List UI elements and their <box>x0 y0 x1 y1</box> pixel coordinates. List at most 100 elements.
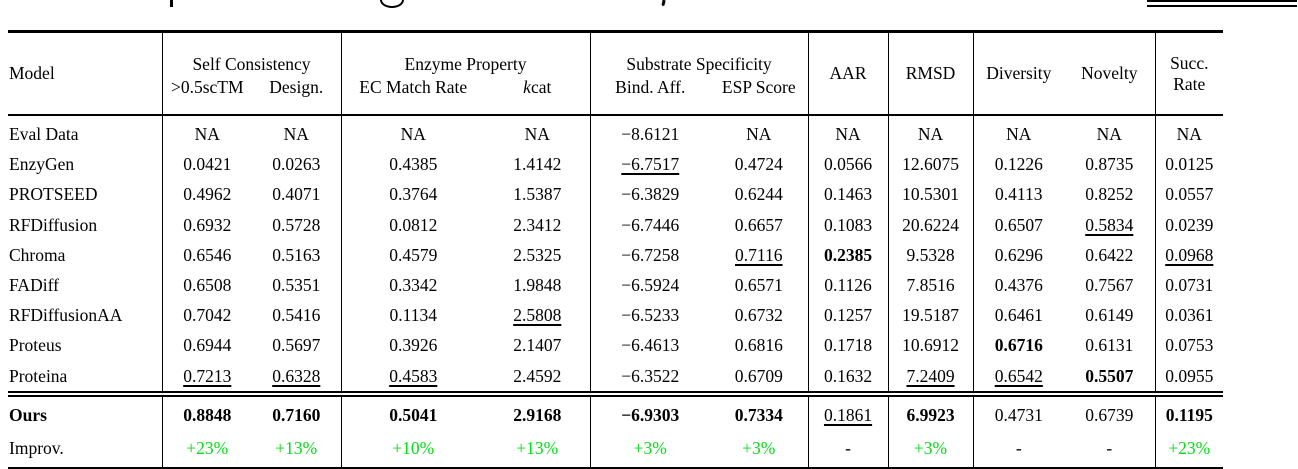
value-cell: −6.5233 <box>589 300 711 331</box>
value-cell: 0.0421 <box>161 149 252 180</box>
caption-fragment-descender <box>170 0 173 7</box>
value-cell: 0.4113 <box>972 179 1065 210</box>
table-body: Eval Data NA NA NA NA −8.6121 NA NA NA NA NA NA Enzy… <box>8 113 1224 469</box>
value-cell: 0.0361 <box>1154 300 1224 331</box>
value-cell: 0.7334 <box>710 390 809 434</box>
value-cell: 0.1463 <box>807 179 889 210</box>
value-cell: 0.7160 <box>252 390 341 434</box>
table-header: Model Self Consistency Enzyme Property S… <box>8 31 1224 115</box>
value-cell: 0.6944 <box>161 330 252 361</box>
model-name: FADiff <box>9 275 59 296</box>
table-row: FADiff 0.6508 0.5351 0.3342 1.9848 −6.5924 0.6… <box>8 270 1224 301</box>
value-cell: 0.6244 <box>734 184 783 205</box>
value-cell: 0.6508 <box>161 270 252 301</box>
value-cell: 0.6816 <box>734 335 783 356</box>
value-cell: 9.5328 <box>887 239 974 271</box>
value-cell: 0.6732 <box>734 305 783 326</box>
value-cell: 0.5728 <box>272 214 321 235</box>
value-cell: −6.3829 <box>589 179 711 210</box>
results-table: Model Self Consistency Enzyme Property S… <box>8 30 1224 469</box>
value-cell: 0.6507 <box>972 209 1065 240</box>
value-cell: 0.1861 <box>807 390 889 434</box>
table-row: RFDiffusion 0.6932 0.5728 0.0812 2.3412 −6.74… <box>8 209 1224 240</box>
col-header-design: Design. <box>269 77 324 97</box>
value-cell: −8.6121 <box>589 113 711 150</box>
value-cell: 0.6131 <box>1085 335 1134 356</box>
value-cell: 0.4583 <box>340 360 485 394</box>
model-name: RFDiffusion <box>9 214 98 235</box>
value-cell: 10.6912 <box>887 330 974 361</box>
succ-label-line2: Rate <box>1173 73 1206 94</box>
value-cell: 0.4376 <box>972 270 1065 301</box>
value-cell: 0.1632 <box>807 360 889 394</box>
value-cell: 0.5041 <box>340 390 485 434</box>
table-row: Eval Data NA NA NA NA −8.6121 NA NA NA NA NA NA <box>8 113 1224 150</box>
value-cell: 0.6716 <box>972 330 1065 361</box>
value-cell: 0.0263 <box>272 154 321 175</box>
value-cell: 0.0955 <box>1154 360 1224 394</box>
col-header-novelty: Novelty <box>1081 63 1138 83</box>
value-cell: 0.5697 <box>272 335 321 356</box>
value-cell: 0.4724 <box>734 154 783 175</box>
value-cell: NA <box>485 113 591 150</box>
value-cell: 0.0812 <box>340 209 485 240</box>
col-header-ec-match-rate: EC Match Rate <box>340 76 485 115</box>
succ-label-line1: Succ. <box>1170 52 1209 73</box>
value-cell: 0.6461 <box>972 300 1065 331</box>
col-header-esp-score: ESP Score <box>721 77 796 97</box>
value-cell: 0.8848 <box>161 390 252 434</box>
value-cell: 2.4592 <box>513 365 562 386</box>
value-cell: 0.8735 <box>1085 154 1134 175</box>
value-cell: 7.8516 <box>887 270 974 301</box>
value-cell: 2.3412 <box>513 214 562 235</box>
value-cell: 2.5325 <box>513 244 562 265</box>
value-cell: NA <box>807 113 889 150</box>
value-cell: 0.0731 <box>1154 270 1224 301</box>
table-row: Improv. +23% +13% +10% +13% +3% +3% - +3% - - +23% <box>8 433 1224 469</box>
table-row: Proteina 0.7213 0.6328 0.4583 2.4592 −6.3522 0… <box>8 360 1224 394</box>
col-header-rmsd: RMSD <box>887 31 974 115</box>
value-cell: +13% <box>516 437 559 458</box>
value-cell: 0.4731 <box>972 390 1065 434</box>
caption-double-underline-fragment <box>1147 0 1297 7</box>
value-cell: 0.6571 <box>734 275 783 296</box>
value-cell: 0.5507 <box>1085 365 1134 386</box>
col-header-kcat: kcat <box>523 77 552 97</box>
value-cell: 0.6149 <box>1085 305 1134 326</box>
value-cell: 1.5387 <box>513 184 562 205</box>
value-cell: 0.1718 <box>807 330 889 361</box>
caption-fragment-descender <box>380 0 404 8</box>
model-name: Ours <box>8 390 162 434</box>
table-row: Chroma 0.6546 0.5163 0.4579 2.5325 −6.7258 0.7… <box>8 239 1224 271</box>
value-cell: 0.1226 <box>972 149 1065 180</box>
value-cell: 0.0753 <box>1154 330 1224 361</box>
model-name: Proteina <box>9 365 68 386</box>
value-cell: 6.9923 <box>887 390 974 434</box>
value-cell: 0.3764 <box>340 179 485 210</box>
value-cell: NA <box>1154 113 1224 150</box>
value-cell: - <box>1106 437 1113 458</box>
value-cell: +13% <box>275 437 318 458</box>
value-cell: 0.7213 <box>161 360 252 394</box>
value-cell: 0.6296 <box>972 239 1065 271</box>
table-row: PROTSEED 0.4962 0.4071 0.3764 1.5387 −6.3829 0… <box>8 179 1224 210</box>
value-cell: 0.3342 <box>340 270 485 301</box>
value-cell: −6.3522 <box>589 360 711 394</box>
value-cell: +3% <box>742 437 776 458</box>
value-cell: 0.0239 <box>1154 209 1224 240</box>
model-name: PROTSEED <box>9 184 98 205</box>
value-cell: NA <box>972 113 1065 150</box>
value-cell: NA <box>710 113 809 150</box>
value-cell: 2.1407 <box>513 335 562 356</box>
value-cell: 0.0968 <box>1154 239 1224 271</box>
value-cell: 0.0125 <box>1154 149 1224 180</box>
value-cell: +23% <box>1154 433 1224 469</box>
model-name: Chroma <box>9 244 66 265</box>
value-cell: 0.4579 <box>340 239 485 271</box>
value-cell: 12.6075 <box>887 149 974 180</box>
table-row: Proteus 0.6944 0.5697 0.3926 2.1407 −6.4613 0.… <box>8 330 1224 361</box>
value-cell: 0.1195 <box>1154 390 1224 434</box>
model-name: Proteus <box>9 335 62 356</box>
value-cell: 0.0557 <box>1154 179 1224 210</box>
